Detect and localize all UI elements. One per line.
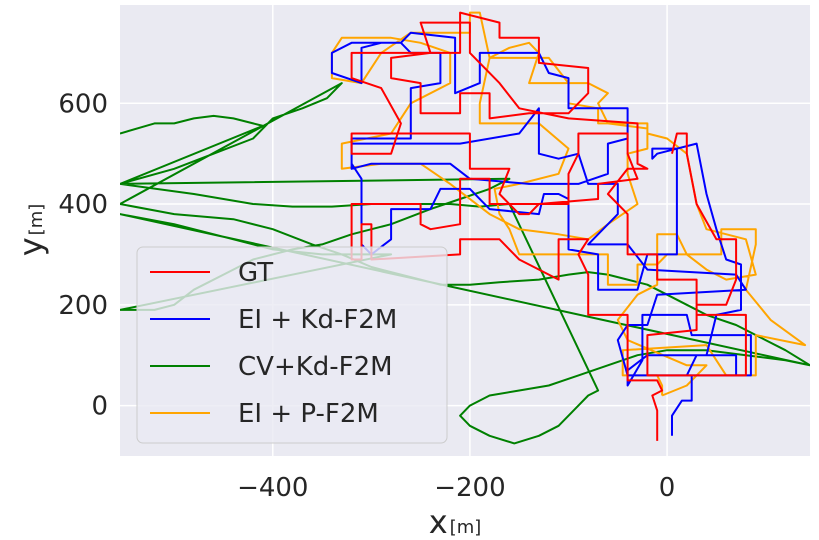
legend-box: [136, 246, 448, 444]
x-axis-label: x [m]: [429, 503, 482, 540]
y-tick-label: 200: [58, 291, 108, 321]
x-axis-label-var: x: [429, 503, 448, 540]
y-axis-label: y[m]: [12, 204, 50, 257]
legend-label: GT: [238, 258, 273, 288]
legend: GT EI + Kd-F2M CV+Kd-F2M EI + P-F2M: [136, 246, 448, 444]
x-tick-label: 0: [659, 473, 676, 503]
x-tick-labels: −400 −200 0: [237, 473, 675, 503]
y-axis-label-unit: [m]: [26, 204, 47, 236]
x-tick-label: −200: [434, 473, 505, 503]
y-tick-label: 600: [58, 89, 108, 119]
y-axis-label-var: y: [12, 237, 50, 256]
legend-label: EI + P-F2M: [238, 399, 379, 429]
x-axis-label-unit: [m]: [450, 517, 482, 538]
y-tick-labels: 0 200 400 600: [58, 89, 108, 421]
legend-label: CV+Kd-F2M: [238, 352, 393, 382]
y-tick-label: 400: [58, 190, 108, 220]
y-tick-label: 0: [91, 392, 108, 422]
legend-label: EI + Kd-F2M: [238, 305, 397, 335]
x-tick-label: −400: [237, 473, 308, 503]
